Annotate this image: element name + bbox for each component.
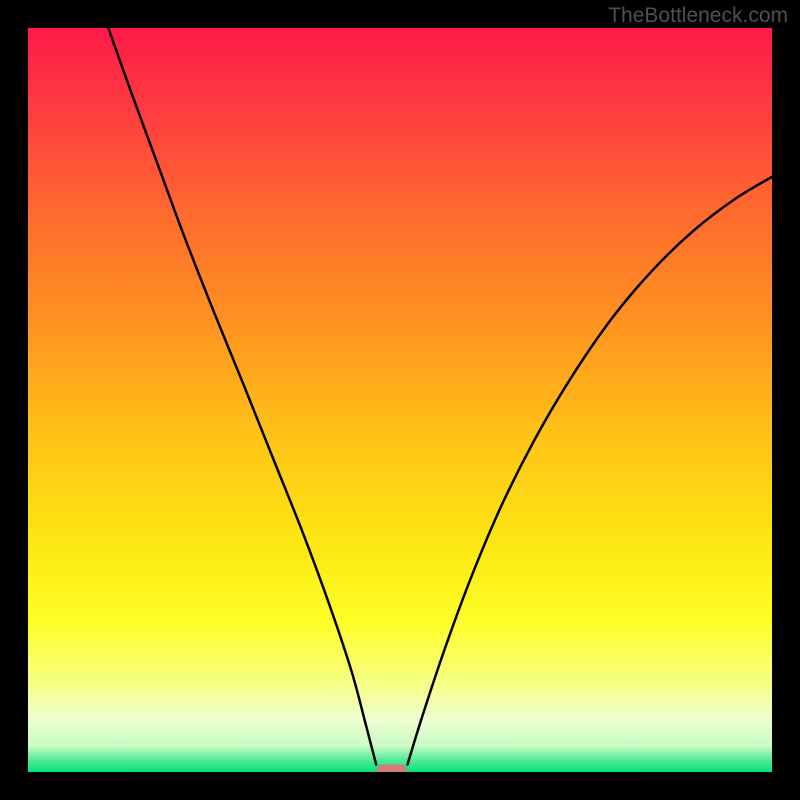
plot-svg [28, 28, 772, 772]
chart-container [28, 28, 772, 772]
watermark-text: TheBottleneck.com [608, 4, 788, 28]
plot-background [28, 28, 772, 772]
min-marker [377, 765, 407, 772]
